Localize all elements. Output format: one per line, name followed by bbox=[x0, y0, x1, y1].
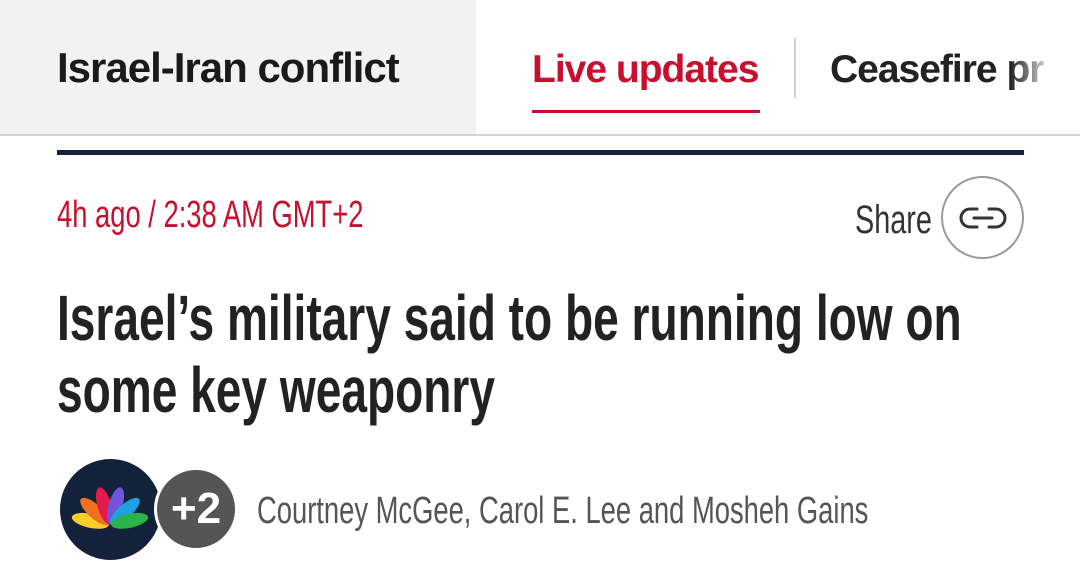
section-nav: Israel-Iran conflict Live updates Ceasef… bbox=[0, 0, 1080, 136]
headline: Israel’s military said to be running low… bbox=[57, 282, 962, 426]
nbc-logo-avatar[interactable] bbox=[60, 459, 161, 560]
tab-live-updates[interactable]: Live updates bbox=[532, 48, 759, 91]
more-authors-badge[interactable]: +2 bbox=[154, 467, 238, 551]
share-button[interactable] bbox=[941, 176, 1024, 259]
nbc-peacock-logo bbox=[71, 487, 149, 529]
tab-ceasefire[interactable]: Ceasefire pr bbox=[830, 48, 1044, 91]
share-label[interactable]: Share bbox=[855, 198, 932, 242]
active-tab-underline bbox=[532, 110, 760, 113]
link-icon bbox=[959, 207, 1006, 228]
topic-label[interactable]: Israel-Iran conflict bbox=[0, 0, 476, 134]
timestamp: 4h ago / 2:38 AM GMT+2 bbox=[57, 194, 364, 236]
tab-divider bbox=[794, 38, 796, 98]
header-rule bbox=[57, 150, 1024, 155]
bylines: Courtney McGee, Carol E. Lee and Mosheh … bbox=[257, 490, 869, 532]
